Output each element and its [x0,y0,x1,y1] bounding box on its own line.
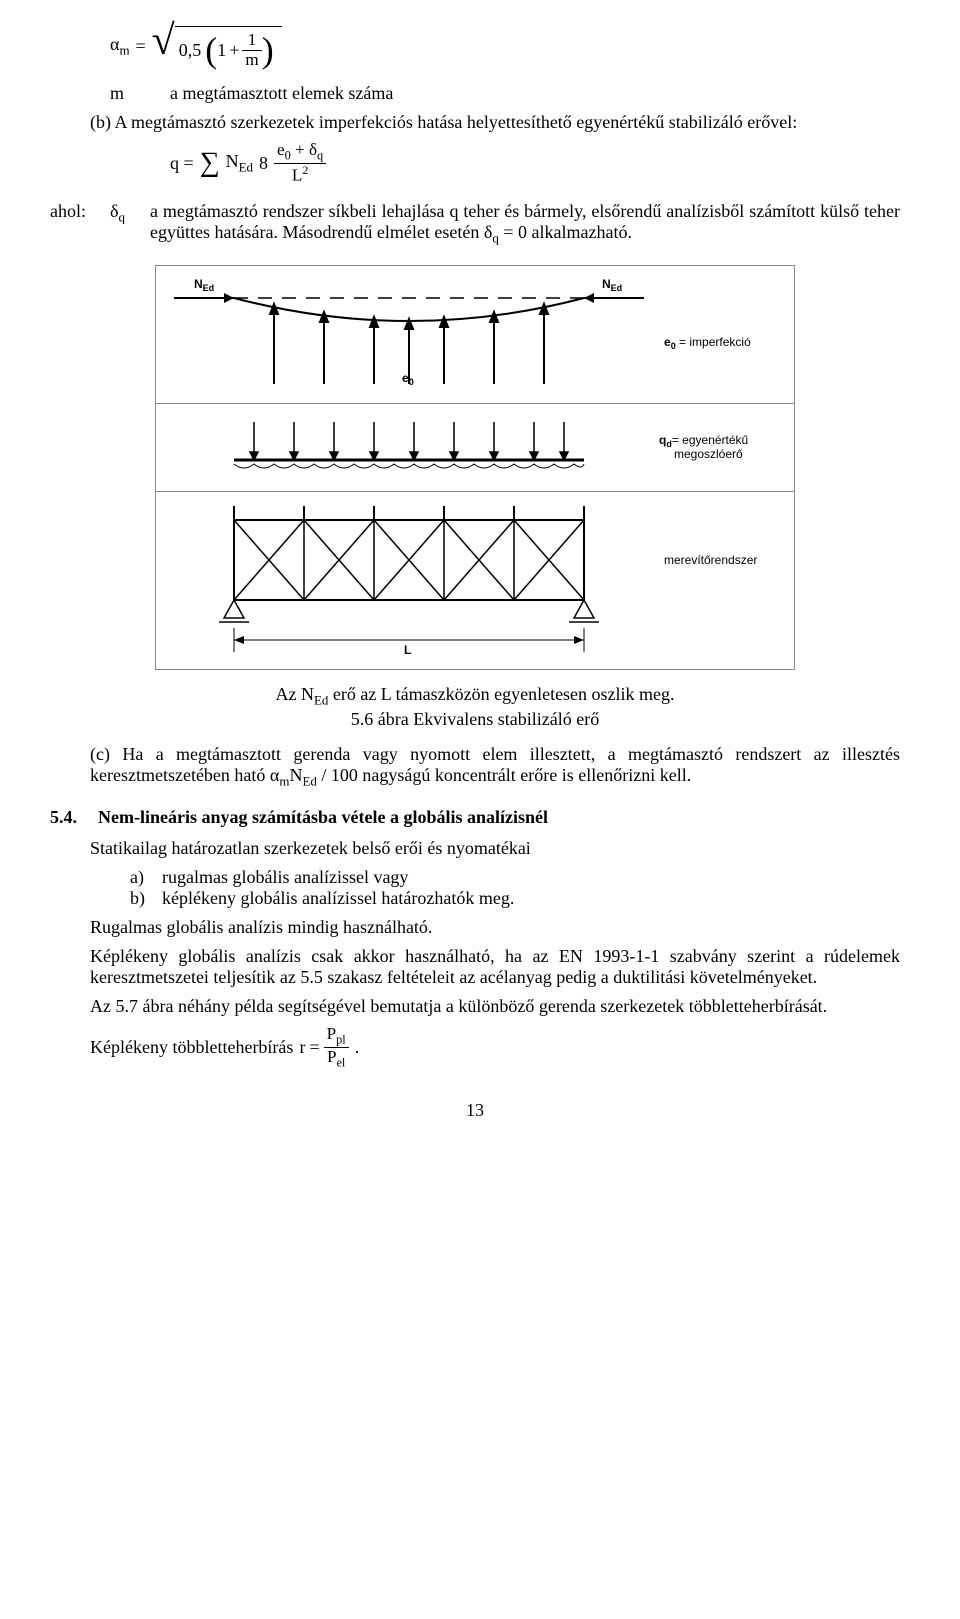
figure-panel-1: NEd NEd [156,266,794,403]
body-p2: Rugalmas globális analízis mindig haszná… [90,917,900,938]
body-p4: Az 5.7 ábra néhány példa segítségével be… [90,996,900,1017]
sum-sign: ∑ [200,147,220,179]
section-title: Nem-lineáris anyag számításba vétele a g… [98,807,548,828]
body-p1: Statikailag határozatlan szerkezetek bel… [90,838,900,859]
where-definition: ahol: δq a megtámasztó rendszer síkbeli … [50,201,900,247]
paragraph-c: (c) Ha a megtámasztott gerenda vagy nyom… [90,744,900,790]
svg-text:e0: e0 [402,371,414,387]
frac-e0dq-l2: e0 + δq L2 [274,141,326,185]
alpha-sym: αm [110,34,130,59]
list-item-a: a) rugalmas globális analízissel vagy [130,867,900,888]
list-marker-b: b) [130,888,162,909]
sqrt: √ 0,5 ( 1 + 1 m ) [152,20,282,73]
equals: = [136,36,146,57]
svg-text:merevítőrendszer: merevítőrendszer [664,553,757,567]
where-symbol: δq [110,201,150,226]
paren: ( 1 + 1 m ) [205,29,273,71]
q-eq: q = [170,153,194,174]
figure-panel-3: L merevítőrendszer [156,491,794,669]
svg-text:L: L [404,643,411,657]
list-item-b: b) képlékeny globális analízissel határo… [130,888,900,909]
inline-formula: αmNEd / 100 [270,765,358,785]
formula-alpha-m: αm = √ 0,5 ( 1 + 1 m ) [110,20,900,73]
frac-1-m: 1 m [242,31,261,70]
body-p3: Képlékeny globális analízis csak akkor h… [90,946,900,988]
body-p5: Képlékeny többletteherbírás r = Ppl Pel … [90,1025,900,1070]
coeff: 0,5 [179,40,202,61]
eight: 8 [259,153,268,174]
r-formula: r = Ppl Pel [299,1025,348,1070]
svg-text:NEd: NEd [194,277,214,293]
list-text-a: rugalmas globális analízissel vagy [162,867,408,888]
svg-text:e0 = imperfekció: e0 = imperfekció [664,335,751,351]
figure-caption-num: 5.6 ábra Ekvivalens stabilizáló erő [50,709,900,730]
paragraph-b: (b) A megtámasztó szerkezetek imperfekci… [90,112,900,133]
figure-panel-2: qd= egyenértékű megoszlóerő [156,403,794,491]
fig-panel1-svg: NEd NEd [164,274,784,394]
fig-panel2-svg: qd= egyenértékű megoszlóerő [164,412,784,482]
fig-panel3-svg: L merevítőrendszer [164,500,784,660]
m-definition: m a megtámasztott elemek száma [110,83,900,104]
formula-q: q = ∑ NEd 8 e0 + δq L2 [170,141,900,185]
svg-text:megoszlóerő: megoszlóerő [674,447,743,461]
list-marker-a: a) [130,867,162,888]
m-symbol: m [110,83,130,104]
section-5-4-heading: 5.4. Nem-lineáris anyag számításba vétel… [50,807,900,828]
m-text: a megtámasztott elemek száma [170,83,393,104]
figure-5-6: NEd NEd [155,265,795,670]
figure-caption: Az NEd erő az L támaszközön egyenletesen… [50,684,900,730]
where-text: a megtámasztó rendszer síkbeli lehajlása… [150,201,900,247]
page-root: αm = √ 0,5 ( 1 + 1 m ) [0,0,960,1161]
n-ed: NEd [226,151,253,176]
list-text-b: képlékeny globális analízissel határozha… [162,888,514,909]
section-number: 5.4. [50,807,98,828]
where-label: ahol: [50,201,110,222]
page-number: 13 [50,1100,900,1121]
svg-text:NEd: NEd [602,277,622,293]
